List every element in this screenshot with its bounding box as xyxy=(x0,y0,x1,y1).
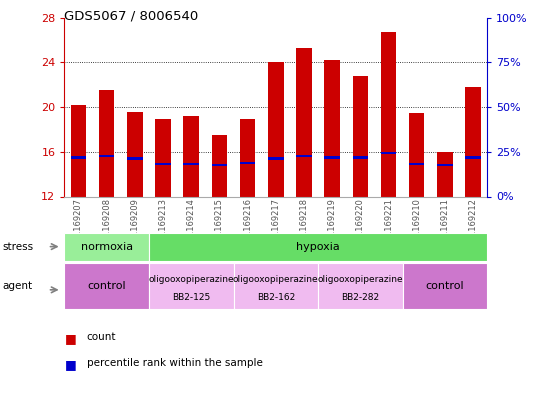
Bar xyxy=(127,157,143,160)
Text: BB2-162: BB2-162 xyxy=(256,293,295,302)
Bar xyxy=(296,155,312,158)
Bar xyxy=(234,263,318,309)
Bar xyxy=(240,162,255,164)
Text: percentile rank within the sample: percentile rank within the sample xyxy=(87,358,263,367)
Text: agent: agent xyxy=(3,281,33,291)
Bar xyxy=(71,156,86,159)
Bar xyxy=(381,32,396,196)
Bar xyxy=(268,62,283,196)
Text: BB2-282: BB2-282 xyxy=(341,293,380,302)
Text: ■: ■ xyxy=(64,332,76,345)
Bar xyxy=(437,152,452,196)
Text: oligooxopiperazine: oligooxopiperazine xyxy=(318,275,403,284)
Bar xyxy=(437,164,452,167)
Bar xyxy=(381,152,396,154)
Bar xyxy=(64,233,149,261)
Bar xyxy=(212,135,227,196)
Text: hypoxia: hypoxia xyxy=(296,242,340,252)
Bar xyxy=(409,163,424,165)
Bar xyxy=(127,112,143,196)
Text: oligooxopiperazine: oligooxopiperazine xyxy=(233,275,319,284)
Bar xyxy=(318,263,403,309)
Text: stress: stress xyxy=(3,242,34,252)
Text: BB2-125: BB2-125 xyxy=(172,293,211,302)
Bar xyxy=(149,233,487,261)
Bar xyxy=(99,155,114,158)
Bar xyxy=(212,164,227,167)
Bar xyxy=(64,263,149,309)
Bar xyxy=(71,105,86,196)
Bar xyxy=(465,87,481,196)
Bar xyxy=(155,163,171,165)
Text: normoxia: normoxia xyxy=(81,242,133,252)
Bar xyxy=(149,263,234,309)
Text: count: count xyxy=(87,332,116,342)
Bar xyxy=(184,163,199,165)
Text: GDS5067 / 8006540: GDS5067 / 8006540 xyxy=(64,10,199,23)
Bar xyxy=(353,156,368,159)
Bar xyxy=(324,156,340,159)
Bar xyxy=(155,119,171,196)
Bar xyxy=(403,263,487,309)
Text: control: control xyxy=(87,281,126,291)
Bar xyxy=(296,48,312,196)
Bar xyxy=(324,60,340,196)
Bar xyxy=(240,119,255,196)
Bar xyxy=(409,113,424,196)
Bar xyxy=(353,76,368,196)
Text: control: control xyxy=(426,281,464,291)
Bar xyxy=(184,116,199,196)
Bar xyxy=(268,157,283,160)
Bar xyxy=(465,156,481,159)
Bar xyxy=(99,90,114,196)
Text: ■: ■ xyxy=(64,358,76,371)
Text: oligooxopiperazine: oligooxopiperazine xyxy=(148,275,234,284)
